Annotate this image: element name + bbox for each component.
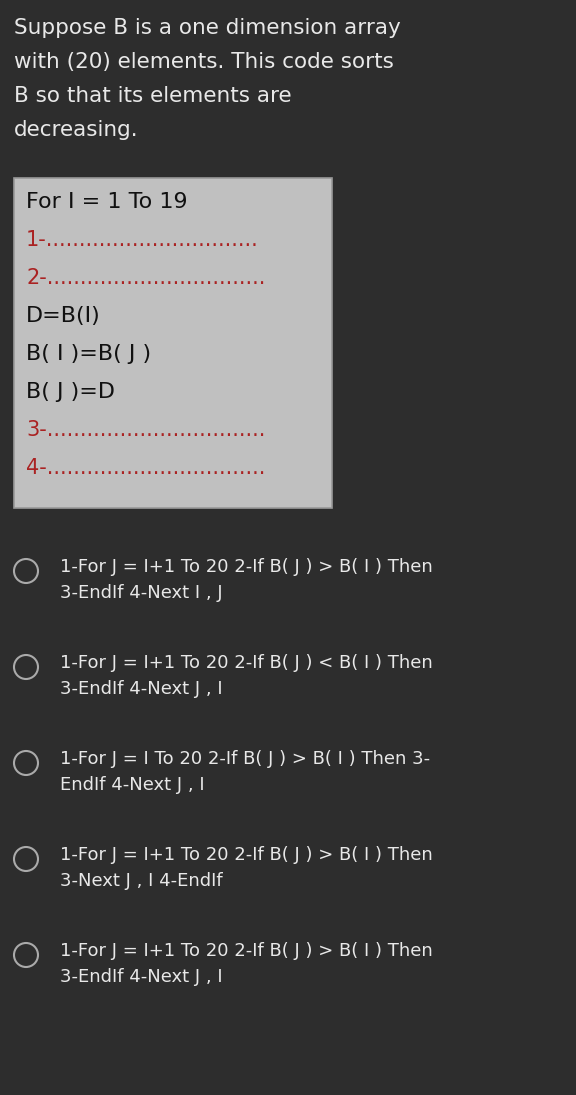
Text: 1-For J = I+1 To 20 2-If B( J ) < B( I ) Then: 1-For J = I+1 To 20 2-If B( J ) < B( I )… — [60, 654, 433, 672]
Text: 3-EndIf 4-Next I , J: 3-EndIf 4-Next I , J — [60, 584, 223, 602]
Text: with (20) elements. This code sorts: with (20) elements. This code sorts — [14, 51, 394, 72]
Text: For I = 1 To 19: For I = 1 To 19 — [26, 192, 188, 212]
Text: 1-For J = I+1 To 20 2-If B( J ) > B( I ) Then: 1-For J = I+1 To 20 2-If B( J ) > B( I )… — [60, 942, 433, 960]
Text: 3-EndIf 4-Next J , I: 3-EndIf 4-Next J , I — [60, 680, 223, 698]
Text: 1-................................: 1-................................ — [26, 230, 259, 250]
Text: 1-For J = I To 20 2-If B( J ) > B( I ) Then 3-: 1-For J = I To 20 2-If B( J ) > B( I ) T… — [60, 750, 430, 768]
Text: 3-EndIf 4-Next J , I: 3-EndIf 4-Next J , I — [60, 968, 223, 986]
Text: Suppose B is a one dimension array: Suppose B is a one dimension array — [14, 18, 401, 38]
Text: B so that its elements are: B so that its elements are — [14, 87, 291, 106]
Text: B( I )=B( J ): B( I )=B( J ) — [26, 344, 151, 364]
Text: B( J )=D: B( J )=D — [26, 382, 115, 402]
Text: 2-.................................: 2-................................. — [26, 268, 266, 288]
Text: 1-For J = I+1 To 20 2-If B( J ) > B( I ) Then: 1-For J = I+1 To 20 2-If B( J ) > B( I )… — [60, 846, 433, 864]
Text: decreasing.: decreasing. — [14, 120, 139, 140]
Text: D=B(I): D=B(I) — [26, 306, 101, 326]
Text: 3-.................................: 3-................................. — [26, 420, 266, 440]
Text: 1-For J = I+1 To 20 2-If B( J ) > B( I ) Then: 1-For J = I+1 To 20 2-If B( J ) > B( I )… — [60, 558, 433, 576]
FancyBboxPatch shape — [14, 178, 332, 508]
Text: 4-.................................: 4-................................. — [26, 458, 266, 479]
Text: EndIf 4-Next J , I: EndIf 4-Next J , I — [60, 776, 204, 794]
Text: 3-Next J , I 4-EndIf: 3-Next J , I 4-EndIf — [60, 872, 223, 890]
